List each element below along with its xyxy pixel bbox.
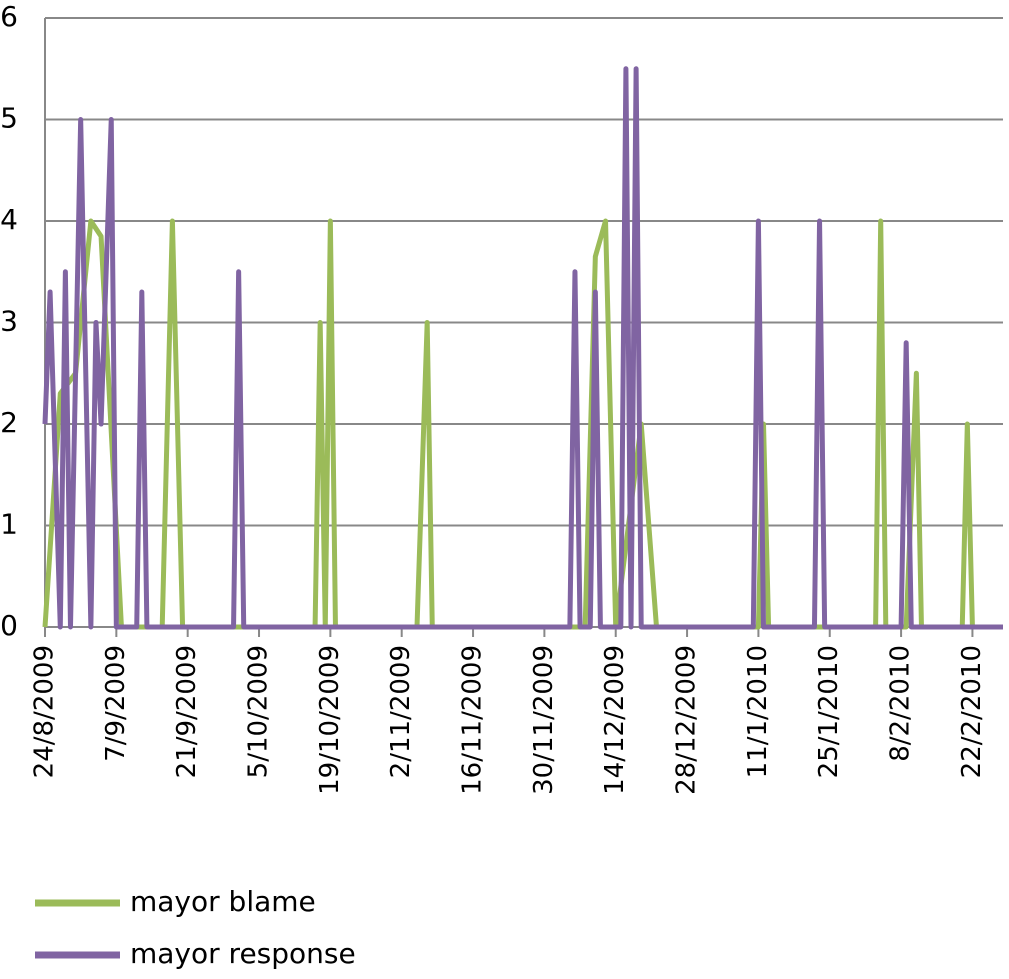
x-tick-label: 22/2/2010 <box>957 645 987 778</box>
x-tick-label: 19/10/2009 <box>315 645 345 795</box>
x-tick-label: 8/2/2010 <box>886 645 916 762</box>
x-tick-label: 5/10/2009 <box>244 645 274 778</box>
y-tick-label: 1 <box>0 508 18 541</box>
x-tick-label: 11/1/2010 <box>743 645 773 778</box>
y-tick-label: 2 <box>0 406 18 439</box>
y-tick-label: 5 <box>0 102 18 135</box>
y-tick-label: 6 <box>0 0 18 33</box>
x-tick-label: 16/11/2009 <box>458 645 488 795</box>
legend-label: mayor response <box>130 937 356 970</box>
x-tick-label: 21/9/2009 <box>172 645 202 778</box>
x-tick-label: 14/12/2009 <box>600 645 630 795</box>
x-tick-label: 25/1/2010 <box>814 645 844 778</box>
x-tick-label: 24/8/2009 <box>30 645 60 778</box>
legend-label: mayor blame <box>130 885 316 918</box>
y-tick-label: 4 <box>0 203 18 236</box>
y-tick-label: 0 <box>0 609 18 642</box>
x-tick-label: 30/11/2009 <box>529 645 559 795</box>
x-tick-label: 7/9/2009 <box>101 645 131 762</box>
data-line <box>42 66 1003 630</box>
x-tick-label: 2/11/2009 <box>386 645 416 778</box>
x-tick-label: 28/12/2009 <box>672 645 702 795</box>
y-tick-label: 3 <box>0 305 18 338</box>
